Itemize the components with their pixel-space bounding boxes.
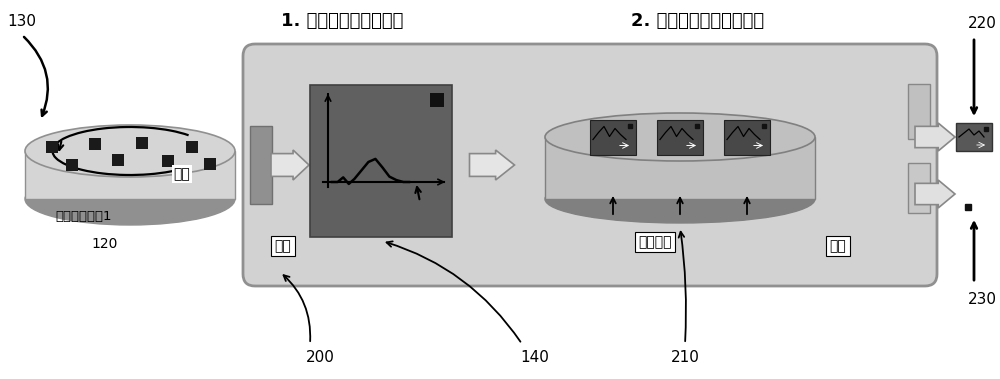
Text: 迭代: 迭代 [174, 167, 190, 181]
FancyBboxPatch shape [657, 119, 703, 155]
Polygon shape [545, 137, 815, 199]
FancyBboxPatch shape [186, 141, 198, 153]
Polygon shape [915, 123, 955, 151]
FancyBboxPatch shape [136, 137, 148, 149]
Text: 130: 130 [8, 14, 36, 28]
FancyBboxPatch shape [956, 123, 992, 151]
Polygon shape [470, 150, 514, 180]
Text: 高阶算子: 高阶算子 [638, 235, 672, 249]
FancyBboxPatch shape [66, 159, 78, 171]
Text: 一阶窗口算子1: 一阶窗口算子1 [55, 210, 112, 224]
FancyBboxPatch shape [46, 141, 58, 153]
FancyBboxPatch shape [243, 44, 937, 286]
Polygon shape [25, 151, 235, 199]
FancyBboxPatch shape [310, 85, 452, 237]
FancyBboxPatch shape [590, 119, 636, 155]
Ellipse shape [25, 125, 235, 177]
Ellipse shape [25, 173, 235, 225]
Polygon shape [271, 150, 309, 180]
FancyBboxPatch shape [204, 158, 216, 170]
FancyBboxPatch shape [89, 138, 101, 150]
FancyBboxPatch shape [430, 93, 444, 107]
Text: 2. 处理二阶数据模型输入: 2. 处理二阶数据模型输入 [631, 12, 765, 30]
FancyBboxPatch shape [162, 155, 174, 167]
Text: 降阶: 降阶 [830, 239, 846, 253]
Text: 1. 转换为高阶数据模型: 1. 转换为高阶数据模型 [281, 12, 403, 30]
FancyBboxPatch shape [908, 163, 930, 213]
Text: 210: 210 [671, 349, 699, 365]
FancyBboxPatch shape [724, 119, 770, 155]
FancyBboxPatch shape [908, 84, 930, 139]
Text: 220: 220 [968, 17, 996, 31]
Ellipse shape [545, 113, 815, 161]
FancyBboxPatch shape [112, 154, 124, 166]
Ellipse shape [545, 175, 815, 223]
Text: 升阶: 升阶 [275, 239, 291, 253]
Text: 140: 140 [521, 349, 549, 365]
Polygon shape [915, 180, 955, 208]
Text: 200: 200 [306, 349, 334, 365]
Text: 230: 230 [968, 291, 996, 307]
Text: 120: 120 [92, 237, 118, 251]
FancyBboxPatch shape [250, 126, 272, 204]
